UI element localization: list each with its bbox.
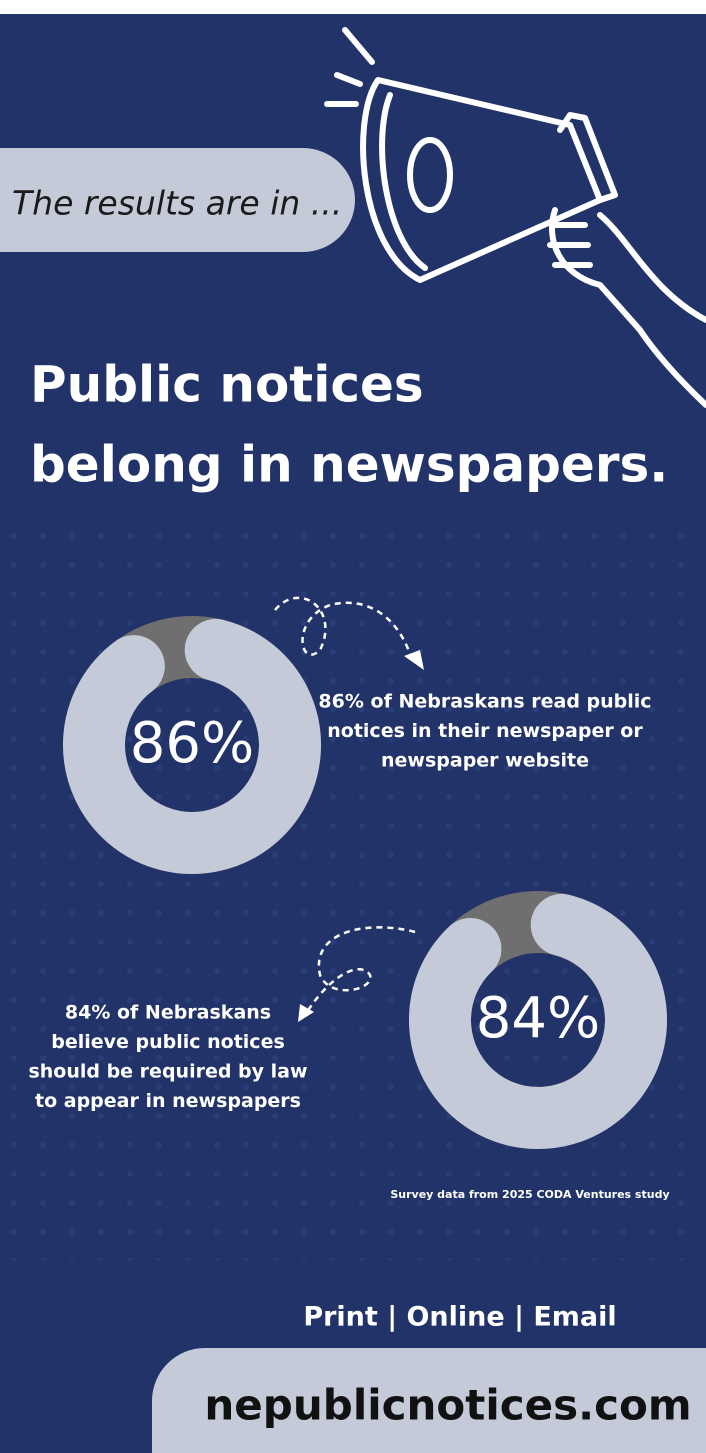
headline: belong in newspapers. — [30, 436, 668, 494]
stat-text: newspaper website — [381, 750, 589, 772]
website-url: nepublicnotices.com — [204, 1381, 691, 1430]
megaphone-icon — [324, 27, 706, 408]
donut-label: 84% — [476, 986, 600, 1051]
url-pill — [152, 1348, 706, 1453]
stat-text: should be required by law — [28, 1061, 307, 1083]
stat-text: 84% of Nebraskans — [65, 1002, 271, 1024]
dot-pattern — [0, 520, 706, 1260]
donut-group: 86% 86% of Nebraskans read public notices … — [28, 616, 667, 1149]
stat-text: to appear in newspapers — [35, 1090, 301, 1112]
donut-label: 86% — [130, 711, 254, 776]
stat-text: believe public notices — [51, 1031, 285, 1053]
donut-arc — [63, 618, 321, 874]
stat-text: notices in their newspaper or — [327, 720, 643, 742]
channels: Print | Online | Email — [303, 1302, 616, 1333]
arrow-head — [298, 1004, 314, 1022]
tagline-pill — [0, 148, 355, 252]
arrow-head — [404, 650, 424, 670]
source-note: Survey data from 2025 CODA Ventures stud… — [390, 1188, 669, 1201]
headline: Public notices — [30, 356, 424, 414]
tagline: The results are in ... — [12, 184, 342, 223]
stat-text: 86% of Nebraskans read public — [318, 691, 651, 713]
donut-arc — [409, 893, 667, 1149]
dashed-arrow — [274, 596, 416, 1016]
